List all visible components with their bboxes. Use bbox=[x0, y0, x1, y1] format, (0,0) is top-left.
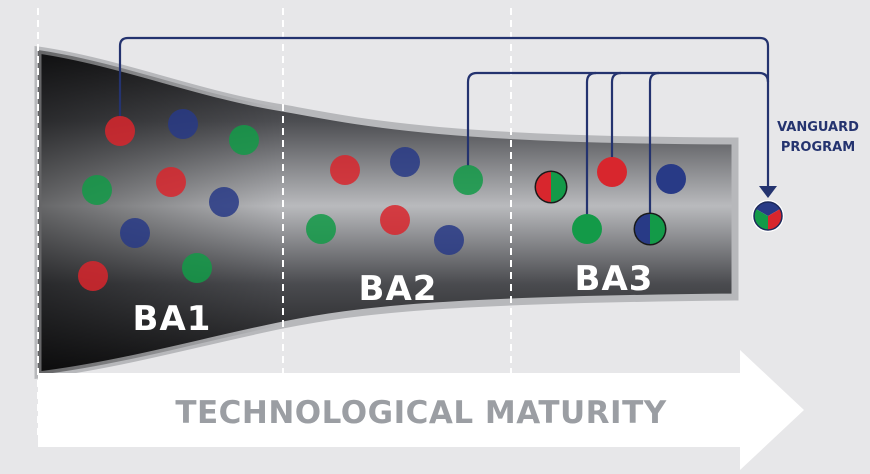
dot-green bbox=[82, 175, 112, 205]
maturity-arrow bbox=[38, 350, 804, 470]
vanguard-label-line2: PROGRAM bbox=[781, 140, 855, 155]
maturity-label: TECHNOLOGICAL MATURITY bbox=[175, 395, 666, 431]
dot-green bbox=[572, 214, 602, 244]
dot-blue-green bbox=[633, 212, 667, 246]
dot-blue bbox=[168, 109, 198, 139]
dot-red bbox=[105, 116, 135, 146]
technology-dots bbox=[78, 109, 686, 291]
connector-lines bbox=[118, 36, 777, 216]
dot-green bbox=[182, 253, 212, 283]
dot-red bbox=[78, 261, 108, 291]
connector-line bbox=[648, 71, 660, 216]
dot-half-green bbox=[551, 172, 566, 202]
connector-line bbox=[610, 71, 622, 159]
dot-half-green bbox=[650, 214, 665, 244]
connector-line bbox=[585, 71, 597, 216]
vanguard-label-line1: VANGUARD bbox=[777, 120, 859, 135]
stage-label-ba1: BA1 bbox=[133, 299, 212, 339]
dot-blue bbox=[434, 225, 464, 255]
dot-half-blue bbox=[635, 214, 650, 244]
dot-green bbox=[453, 165, 483, 195]
dot-red bbox=[156, 167, 186, 197]
dot-red bbox=[330, 155, 360, 185]
vanguard-result-dot bbox=[752, 200, 784, 232]
dot-green bbox=[229, 125, 259, 155]
dot-red bbox=[597, 157, 627, 187]
stage-label-ba3: BA3 bbox=[575, 259, 654, 299]
dot-blue bbox=[656, 164, 686, 194]
connector-line bbox=[466, 71, 770, 166]
dot-blue bbox=[120, 218, 150, 248]
dot-blue bbox=[209, 187, 239, 217]
stage-label-ba2: BA2 bbox=[359, 269, 438, 309]
dot-green bbox=[306, 214, 336, 244]
dot-red-green bbox=[534, 170, 568, 204]
dot-red bbox=[380, 205, 410, 235]
dot-half-red bbox=[536, 172, 551, 202]
vanguard-sector-blue bbox=[755, 202, 781, 216]
connector-line bbox=[118, 36, 770, 190]
dot-blue bbox=[390, 147, 420, 177]
arrowhead bbox=[759, 186, 777, 198]
